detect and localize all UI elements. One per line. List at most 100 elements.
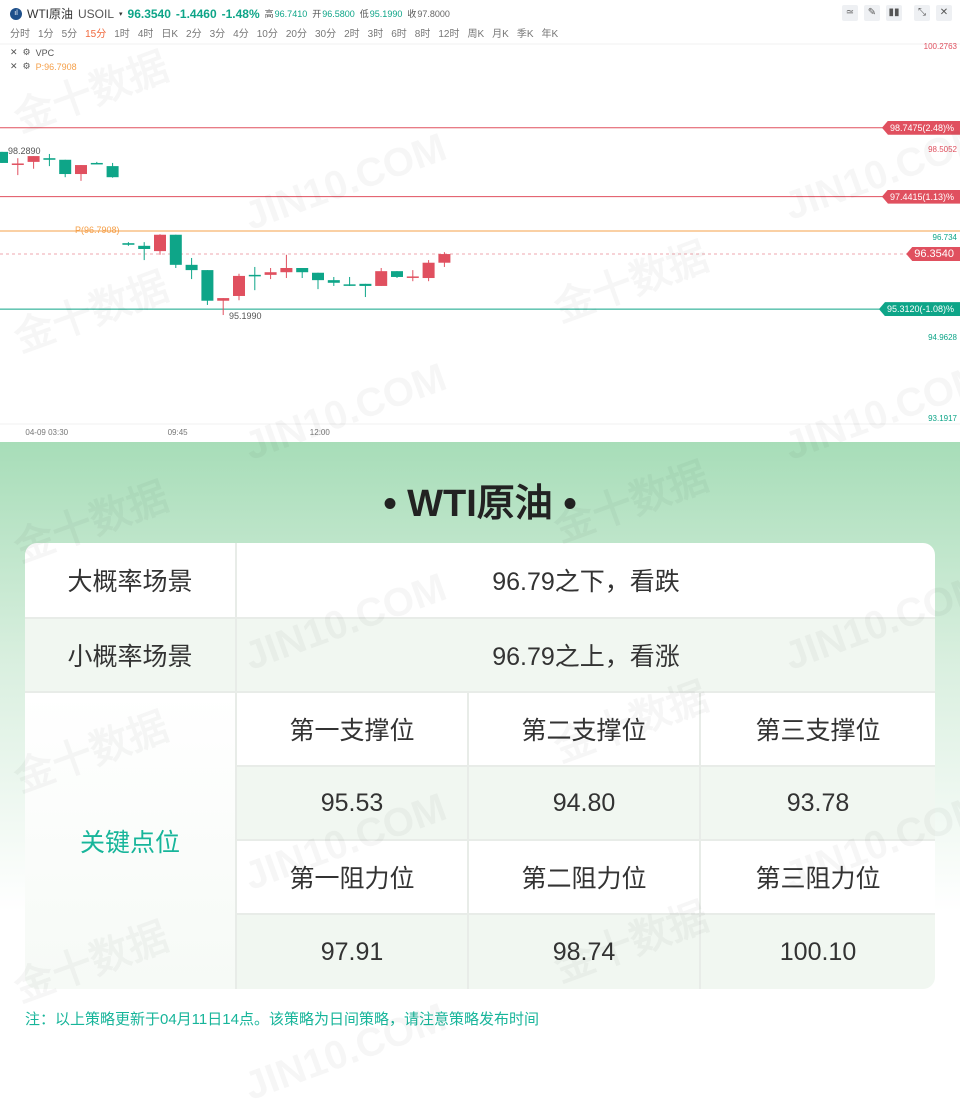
support-cell: 94.80 (469, 767, 701, 841)
candle-body (375, 271, 388, 286)
candle-body (327, 280, 340, 283)
settings-icon[interactable]: ⚙ (22, 61, 31, 71)
y-axis-label: 100.2763 (923, 42, 957, 51)
scenario-label: 小概率场景 (25, 619, 237, 693)
candle-body (406, 276, 419, 278)
candle-body (90, 162, 103, 165)
candle-body (312, 272, 324, 281)
timeframe-3[interactable]: 15分 (85, 29, 107, 40)
timeframe-7[interactable]: 2分 (186, 29, 202, 40)
close-icon[interactable]: ✕ (936, 5, 952, 21)
timeframe-16[interactable]: 8时 (414, 29, 431, 40)
timeframe-4[interactable]: 1时 (114, 29, 130, 40)
scenario-value: 96.79之下，看跌 (237, 543, 935, 619)
candle-body (248, 274, 261, 277)
settings-icon[interactable]: ⚙ (22, 47, 31, 57)
key-levels-label: 关键点位 (25, 693, 237, 989)
symbol-code[interactable]: USOIL (78, 6, 115, 21)
strategy-table: 大概率场景 96.79之下，看跌 小概率场景 96.79之上，看涨 关键点位 第… (25, 543, 935, 989)
candle-body (122, 243, 135, 245)
y-axis-label: 96.734 (932, 233, 957, 242)
candle-body (343, 284, 356, 286)
high-label: 高 (264, 9, 274, 19)
y-axis-label: 93.1917 (928, 414, 957, 423)
price-change: -1.4460 (175, 6, 217, 21)
indicator-pivot: ✕ ⚙ P:96.7908 (10, 61, 77, 72)
strategy-title: • WTI原油 • (383, 483, 577, 525)
remove-icon[interactable]: ✕ (10, 47, 18, 57)
indicator-icon[interactable]: ≃ (842, 5, 858, 21)
timeframe-18[interactable]: 周K (467, 29, 485, 40)
candle-body (59, 159, 72, 175)
candle-body (27, 156, 40, 162)
symbol-logo-icon: ıl (10, 7, 22, 20)
price-level-tag: 98.7475(2.48)% (881, 120, 960, 135)
low-value: 95.1990 (369, 8, 403, 19)
timeframe-9[interactable]: 4分 (233, 29, 249, 40)
close-value: 97.8000 (417, 8, 450, 19)
candle-body (201, 270, 214, 301)
x-axis-label: 12:00 (309, 428, 330, 437)
resistance-header-cell: 第一阻力位 (237, 841, 469, 915)
low-marker: 95.1990 (229, 311, 262, 322)
candle-body (0, 151, 8, 163)
timeframe-8[interactable]: 3分 (209, 29, 226, 40)
x-axis-label: 04-09 03:30 (25, 428, 69, 437)
support-cell: 95.53 (237, 767, 469, 841)
price-level-tag: 96.3540 (906, 247, 960, 262)
strategy-panel: • WTI原油 • 大概率场景 96.79之下，看跌 小概率场景 96.79之上… (0, 442, 960, 1068)
candle-body (43, 158, 56, 160)
collapse-icon[interactable]: ⤡ (914, 5, 930, 21)
remove-icon[interactable]: ✕ (10, 61, 18, 71)
candle-body (11, 163, 24, 165)
support-header-cell: 第一支撑位 (237, 693, 469, 767)
open-label: 开 (312, 9, 322, 19)
support-header-cell: 第三支撑位 (701, 693, 935, 767)
timeframe-12[interactable]: 30分 (314, 29, 337, 40)
resistance-header-cell: 第二阻力位 (469, 841, 701, 915)
timeframe-bar: 分时 1分 5分 15分 1时 4时 日K 2分 3分 4分 10分 20分 30分 2时 3时 6时 8时 12… (10, 25, 558, 40)
timeframe-13[interactable]: 2时 (344, 29, 360, 40)
timeframe-14[interactable]: 3时 (367, 29, 384, 40)
chart-toolbar: ≃ ✎ ▮▮ ⤡ ✕ (842, 5, 952, 21)
indicator-vpc: ✕ ⚙ VPC (10, 47, 54, 58)
low-label: 低 (359, 9, 369, 19)
candle-body (264, 272, 277, 275)
timeframe-1[interactable]: 1分 (38, 29, 54, 40)
timeframe-6[interactable]: 日K (161, 29, 179, 40)
candle-body (217, 298, 230, 301)
candle-body (138, 245, 151, 249)
strategy-note: 注：以上策略更新于04月11日14点。该策略为日间策略，请注意策略发布时间 (25, 1011, 539, 1028)
timeframe-10[interactable]: 10分 (256, 29, 278, 40)
draw-icon[interactable]: ✎ (864, 5, 880, 21)
scenario-value: 96.79之上，看涨 (237, 619, 935, 693)
candle-body (75, 165, 87, 175)
symbol-name: WTI原油 (27, 7, 73, 21)
timeframe-19[interactable]: 月K (492, 29, 509, 40)
resistance-header-cell: 第三阻力位 (701, 841, 935, 915)
candle-type-icon[interactable]: ▮▮ (886, 5, 902, 21)
scenario-label: 大概率场景 (25, 543, 237, 619)
timeframe-21[interactable]: 年K (541, 29, 559, 40)
candle-body (422, 262, 435, 279)
candle-body (391, 271, 403, 277)
support-cell: 93.78 (701, 767, 935, 841)
chevron-down-icon[interactable]: ▾ (119, 10, 123, 18)
indicator-label: VPC (35, 47, 55, 58)
timeframe-15[interactable]: 6时 (391, 29, 407, 40)
timeframe-17[interactable]: 12时 (438, 29, 460, 40)
timeframe-5[interactable]: 4时 (137, 29, 154, 40)
candle-body (106, 166, 119, 178)
support-header-cell: 第二支撑位 (469, 693, 701, 767)
indicator-label: P:96.7908 (35, 61, 77, 72)
resistance-cell: 100.10 (701, 915, 935, 989)
timeframe-20[interactable]: 季K (516, 29, 534, 40)
timeframe-11[interactable]: 20分 (285, 29, 307, 40)
candle-body (359, 283, 372, 286)
candle-body (154, 234, 166, 252)
price-level-tag: 97.4415(1.13)% (881, 189, 960, 204)
price-chart[interactable]: ıl WTI原油 USOIL ▾ 96.3540 -1.4460 -1.48% … (0, 0, 960, 442)
timeframe-0[interactable]: 分时 (10, 29, 30, 40)
candlestick-plot (0, 43, 960, 425)
timeframe-2[interactable]: 5分 (61, 29, 78, 40)
